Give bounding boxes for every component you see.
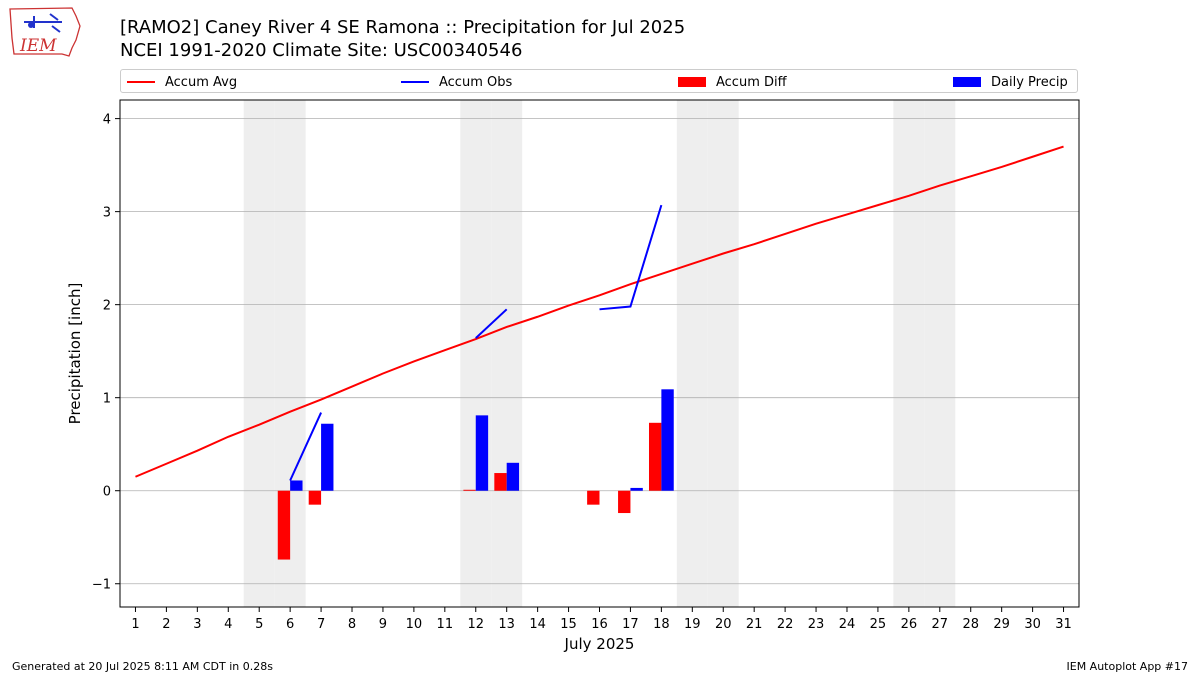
daily-precip-bar [475,415,489,491]
weekend-band [924,100,956,607]
weekend-band [676,100,708,607]
legend-patch-red-icon [678,77,706,87]
legend-label: Accum Obs [439,74,513,90]
x-tick-label: 20 [715,617,732,632]
y-tick-label: 1 [103,392,111,407]
y-tick-label: 4 [103,113,111,128]
y-tick-label: 2 [103,299,111,314]
legend-item-accum-avg: Accum Avg [127,73,237,91]
daily-precip-bar [290,480,303,491]
x-tick-label: 23 [808,617,825,632]
legend-label: Accum Diff [716,74,787,90]
legend-item-accum-diff: Accum Diff [678,73,787,91]
weekend-band [893,100,925,607]
daily-precip-bar [506,462,520,491]
x-tick-label: 29 [993,617,1010,632]
x-tick-label: 25 [870,617,887,632]
y-tick-label: −1 [92,578,111,593]
x-tick-label: 17 [622,617,639,632]
y-tick-label: 3 [103,206,111,221]
iem-logo: IEM [9,7,81,57]
x-tick-label: 15 [560,617,577,632]
x-tick-label: 13 [498,617,515,632]
x-tick-label: 2 [162,617,170,632]
legend-label: Daily Precip [991,74,1068,90]
x-tick-label: 11 [437,617,454,632]
daily-precip-bar [630,487,643,491]
legend-item-accum-obs: Accum Obs [401,73,512,91]
y-axis-label: Precipitation [inch] [66,283,84,425]
x-tick-label: 3 [193,617,201,632]
x-tick-label: 16 [591,617,608,632]
x-tick-label: 24 [839,617,856,632]
chart-title: [RAMO2] Caney River 4 SE Ramona :: Preci… [120,17,686,38]
x-tick-label: 10 [406,617,423,632]
weekend-band [491,100,523,607]
x-tick-label: 8 [348,617,356,632]
x-tick-label: 21 [746,617,763,632]
x-tick-label: 4 [224,617,232,632]
x-axis-label: July 2025 [564,635,635,653]
legend-item-daily-precip: Daily Precip [953,73,1068,91]
x-tick-label: 31 [1055,617,1072,632]
x-tick-label: 1 [131,617,139,632]
accum-diff-bar [618,490,631,514]
chart-subtitle: NCEI 1991-2020 Climate Site: USC00340546 [120,40,523,61]
x-tick-label: 12 [467,617,484,632]
accum-diff-bar [648,422,662,491]
x-tick-label: 30 [1024,617,1041,632]
accum-avg-line [135,145,1064,478]
x-tick-label: 18 [653,617,670,632]
legend-patch-blue-icon [953,77,981,87]
x-tick-label: 7 [317,617,325,632]
x-tick-label: 9 [379,617,387,632]
accum-diff-bar [277,490,291,560]
x-tick-label: 5 [255,617,263,632]
daily-precip-bar [321,423,334,491]
legend: Accum Avg Accum Obs Accum Diff Daily Pre… [120,69,1078,93]
x-tick-label: 26 [901,617,918,632]
accum-diff-bar [494,473,507,491]
x-tick-label: 28 [962,617,979,632]
x-tick-label: 27 [932,617,949,632]
accum-obs-line [289,412,322,481]
app-credit: IEM Autoplot App #17 [1066,660,1189,673]
x-tick-label: 19 [684,617,701,632]
accum-diff-bar [587,490,600,505]
y-tick-label: 0 [103,485,111,500]
legend-label: Accum Avg [165,74,238,90]
accum-obs-line [599,204,663,311]
x-tick-label: 14 [529,617,546,632]
weekend-band [460,100,492,607]
accum-diff-bar [308,490,322,505]
weekend-band [243,100,275,607]
daily-precip-bar [661,389,674,491]
accum-diff-bar [463,489,476,491]
iowa-outline-icon [9,7,81,57]
weekend-band [707,100,739,607]
x-tick-label: 22 [777,617,794,632]
x-tick-label: 6 [286,617,294,632]
legend-line-blue-icon [401,81,429,83]
logo-text: IEM [19,36,57,56]
legend-line-red-icon [127,81,155,83]
generated-note: Generated at 20 Jul 2025 8:11 AM CDT in … [12,660,273,673]
accum-obs-line [475,308,508,339]
weather-station-icon [24,13,62,33]
